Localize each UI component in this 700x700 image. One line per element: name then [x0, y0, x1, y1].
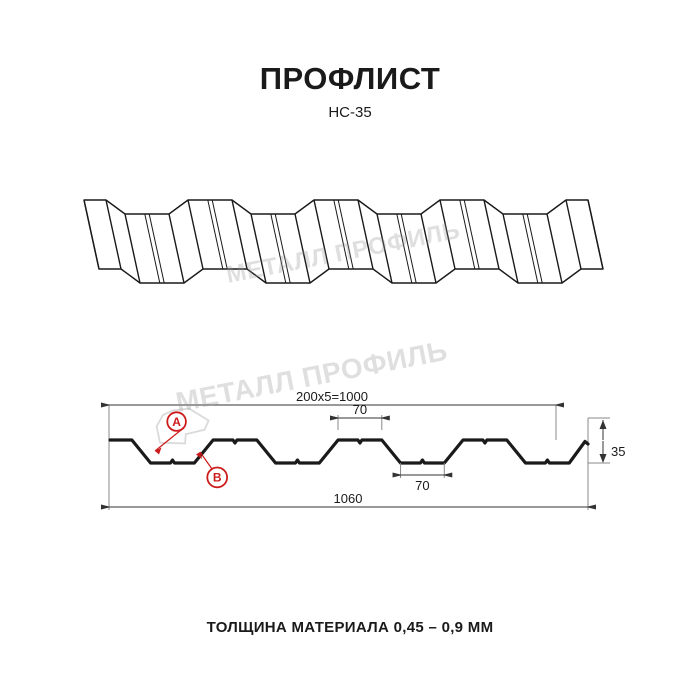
svg-text:70: 70	[353, 402, 367, 417]
svg-text:1060: 1060	[334, 491, 363, 506]
svg-text:B: B	[213, 471, 222, 485]
svg-text:35: 35	[611, 444, 625, 459]
svg-text:70: 70	[415, 478, 429, 493]
